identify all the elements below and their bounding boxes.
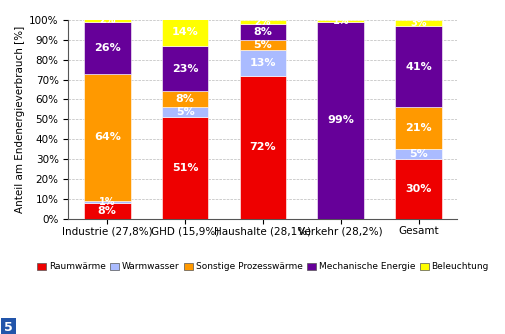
Bar [239, 20, 286, 24]
Text: 21%: 21% [405, 123, 431, 133]
Text: 5%: 5% [253, 40, 272, 50]
Bar [162, 107, 208, 117]
Bar [239, 50, 286, 75]
Legend: Raumwärme, Warmwasser, Sonstige Prozesswärme, Mechanische Energie, Beleuchtung: Raumwärme, Warmwasser, Sonstige Prozessw… [33, 259, 491, 275]
Bar [394, 159, 441, 218]
Text: 51%: 51% [172, 163, 198, 173]
Y-axis label: Anteil am Endenergieverbrauch [%]: Anteil am Endenergieverbrauch [%] [15, 26, 25, 213]
Bar [394, 107, 441, 149]
Bar [84, 22, 130, 73]
Bar [162, 18, 208, 46]
Bar [394, 20, 441, 26]
Text: 3%: 3% [410, 18, 426, 28]
Text: 5: 5 [4, 321, 13, 334]
Text: 64%: 64% [93, 132, 121, 142]
Bar [394, 26, 441, 107]
Text: 8%: 8% [175, 95, 194, 105]
Text: 1%: 1% [332, 16, 348, 26]
Text: 99%: 99% [327, 115, 354, 125]
Bar [394, 149, 441, 159]
Bar [84, 18, 130, 22]
Bar [162, 117, 208, 218]
Bar [162, 92, 208, 107]
Bar [239, 24, 286, 40]
Bar [317, 22, 364, 218]
Text: 5%: 5% [175, 107, 194, 117]
Bar [84, 203, 130, 218]
Bar [239, 75, 286, 218]
Bar [84, 201, 130, 203]
Text: 2%: 2% [99, 15, 115, 25]
Text: 14%: 14% [171, 27, 198, 37]
Text: 8%: 8% [97, 206, 117, 216]
Bar [84, 73, 130, 201]
Text: 41%: 41% [405, 62, 431, 72]
Text: 26%: 26% [94, 43, 120, 53]
Text: 13%: 13% [249, 58, 276, 68]
Text: 72%: 72% [249, 142, 276, 152]
Text: 1%: 1% [99, 197, 115, 207]
Text: 30%: 30% [405, 184, 431, 194]
Bar [162, 46, 208, 92]
Text: 5%: 5% [409, 149, 427, 159]
Bar [239, 40, 286, 50]
Bar [317, 20, 364, 22]
Text: 2%: 2% [254, 17, 271, 27]
Text: 23%: 23% [172, 64, 198, 74]
Text: 8%: 8% [253, 27, 272, 37]
